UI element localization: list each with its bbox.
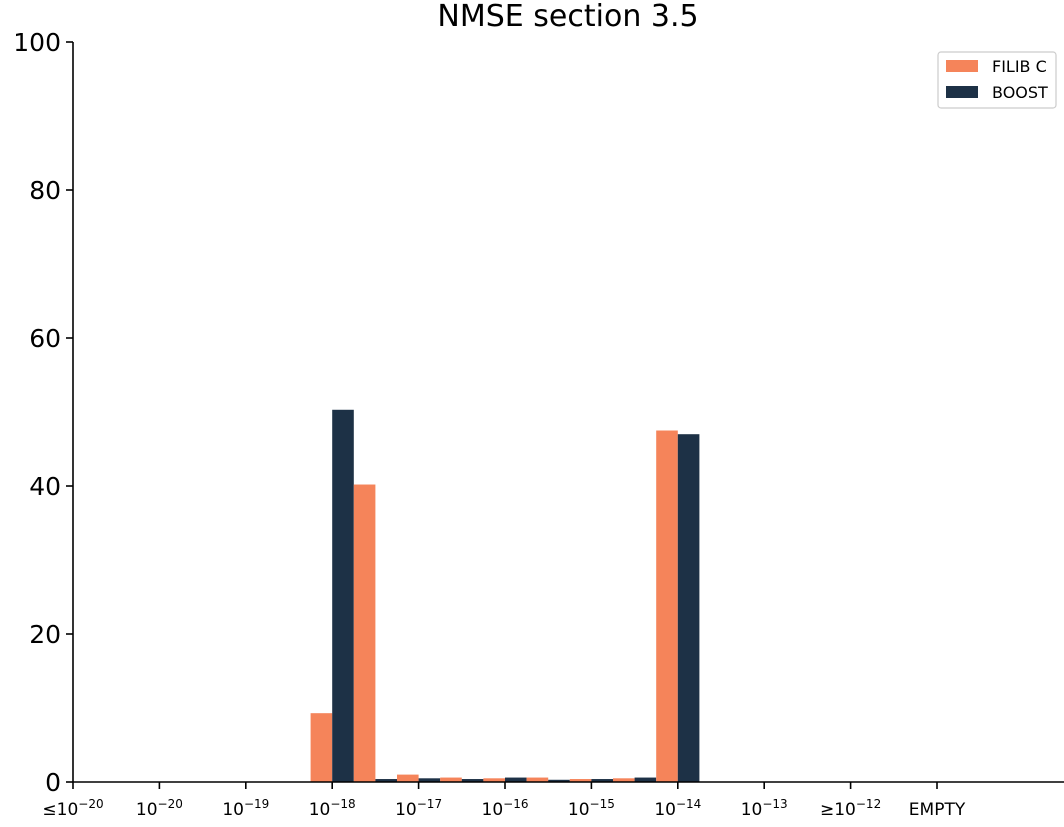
axes-layer: 0 20 40 60 80 100 ≤10−20 10−20 10−19 10−18 10−17 10… xyxy=(13,28,1064,820)
bar-filib-c-13 xyxy=(656,430,678,782)
bar-filib-c-8 xyxy=(440,777,462,782)
y-tick-label: 100 xyxy=(13,28,61,57)
bar-boost-6 xyxy=(375,779,397,782)
bar-filib-c-12 xyxy=(613,778,635,782)
bars-layer xyxy=(310,409,700,782)
bar-boost-10 xyxy=(548,779,570,782)
bar-filib-c-6 xyxy=(353,484,376,782)
x-tick-label: 10−15 xyxy=(568,797,615,820)
y-tick-label: 20 xyxy=(29,620,61,649)
x-tick-label: 10−19 xyxy=(222,797,269,820)
bar-filib-c-9 xyxy=(483,778,505,782)
bar-boost-8 xyxy=(461,779,484,782)
x-tick-label: EMPTY xyxy=(909,800,966,820)
y-tick-label: 0 xyxy=(45,768,61,797)
bar-boost-11 xyxy=(591,779,613,782)
y-tick-label: 80 xyxy=(29,176,61,205)
bar-filib-c-7 xyxy=(397,774,419,782)
legend-swatch-boost xyxy=(946,86,978,98)
bar-boost-5 xyxy=(332,409,354,782)
x-tick-label: ≥10−12 xyxy=(820,797,881,820)
bar-boost-12 xyxy=(634,777,657,782)
y-tick-label: 60 xyxy=(29,324,61,353)
legend-label-boost: BOOST xyxy=(992,83,1048,102)
x-tick-label: ≤10−20 xyxy=(42,797,103,820)
bar-filib-c-5 xyxy=(310,713,333,782)
chart-title: NMSE section 3.5 xyxy=(437,0,698,34)
bar-boost-7 xyxy=(418,778,441,782)
bar-filib-c-11 xyxy=(569,779,592,782)
bar-filib-c-10 xyxy=(526,777,549,782)
y-tick-label: 40 xyxy=(29,472,61,501)
x-tick-label: 10−20 xyxy=(136,797,183,820)
legend-label-filib-c: FILIB C xyxy=(992,57,1047,76)
x-tick-label: 10−16 xyxy=(482,797,529,820)
bar-boost-9 xyxy=(505,777,527,782)
x-tick-label: 10−13 xyxy=(741,797,788,820)
x-tick-label: 10−14 xyxy=(654,797,701,820)
legend-swatch-filib-c xyxy=(946,60,978,72)
bar-boost-13 xyxy=(677,434,700,782)
x-tick-label: 10−17 xyxy=(395,797,442,820)
legend[interactable]: FILIB C BOOST xyxy=(937,51,1057,109)
x-tick-label: 10−18 xyxy=(309,797,356,820)
